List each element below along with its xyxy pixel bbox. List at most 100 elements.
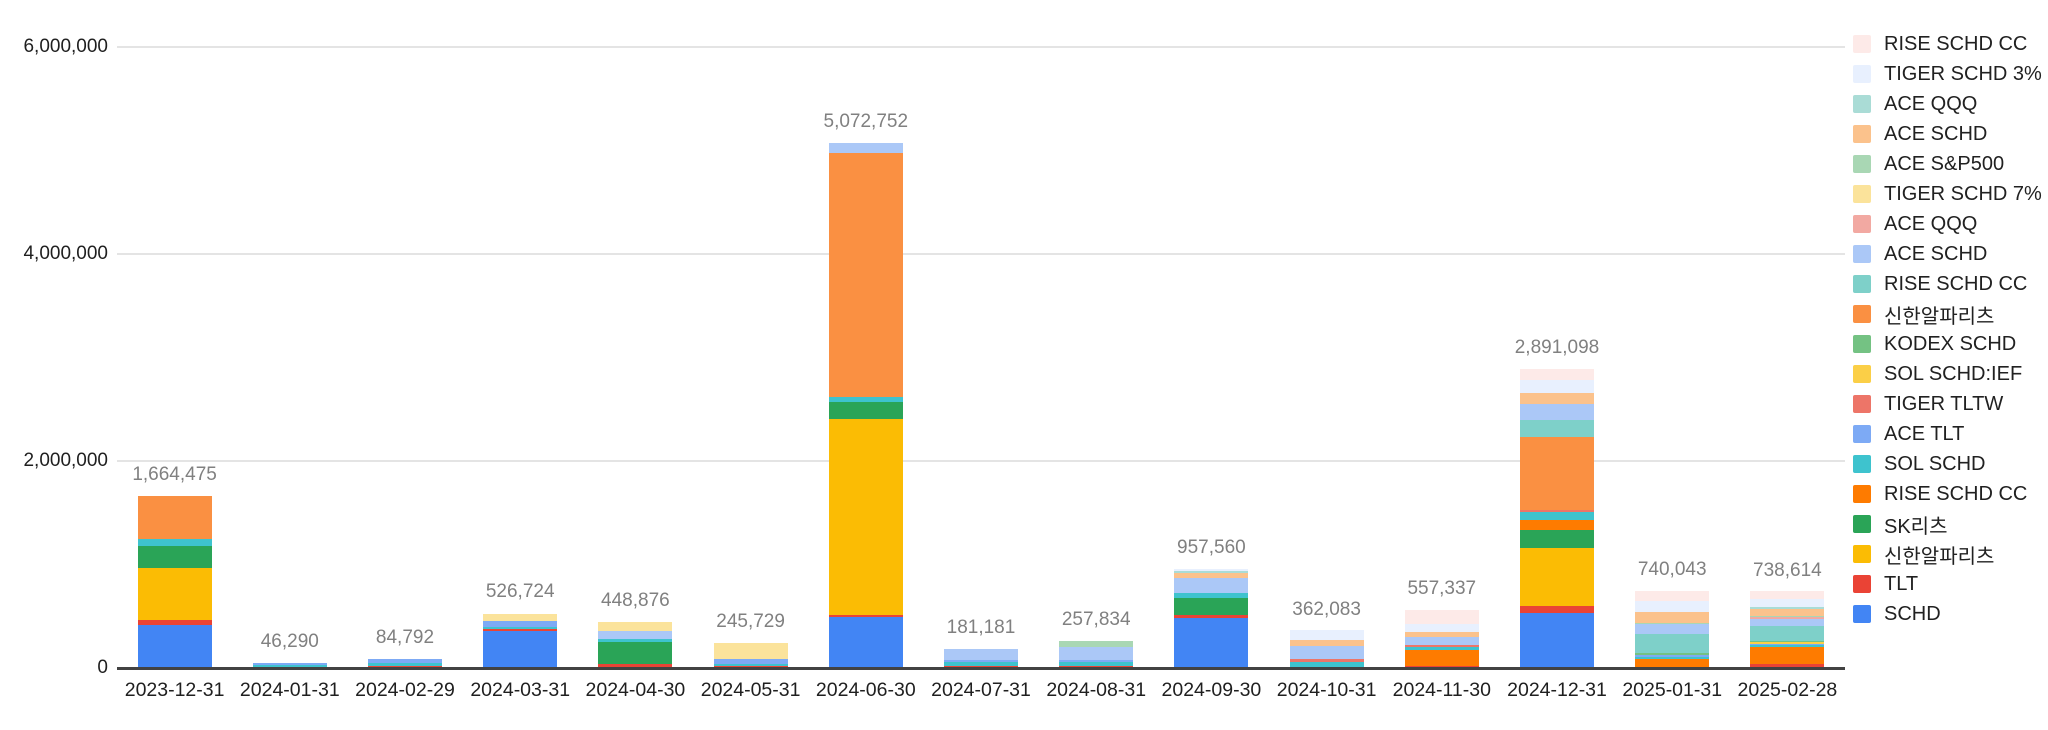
bar-segment[interactable]: [137, 545, 212, 568]
bar-segment[interactable]: [1174, 577, 1249, 594]
bar-segment[interactable]: [1635, 624, 1710, 634]
bar-segment[interactable]: [1404, 637, 1479, 646]
bar-segment[interactable]: [713, 658, 788, 665]
bar-segment[interactable]: [1750, 647, 1825, 664]
stacked-bar[interactable]: [1404, 610, 1479, 668]
bar-segment[interactable]: [1750, 617, 1825, 619]
bar-segment[interactable]: [1404, 623, 1479, 632]
bar-segment[interactable]: [1404, 645, 1479, 648]
legend-item[interactable]: RISE SCHD CC: [1853, 269, 2042, 299]
bar-segment[interactable]: [1750, 643, 1825, 646]
bar-segment[interactable]: [483, 627, 558, 629]
bar-segment[interactable]: [1519, 529, 1594, 548]
bar-segment[interactable]: [828, 615, 903, 618]
bar-segment[interactable]: [828, 617, 903, 668]
bar-segment[interactable]: [828, 152, 903, 398]
legend-item[interactable]: ACE TLT: [1853, 419, 2042, 449]
legend-item[interactable]: ACE S&P500: [1853, 149, 2042, 179]
bar-segment[interactable]: [1519, 393, 1594, 404]
bar-segment[interactable]: [1519, 519, 1594, 530]
bar-segment[interactable]: [1519, 379, 1594, 394]
bar-segment[interactable]: [1750, 640, 1825, 643]
bar-segment[interactable]: [1750, 663, 1825, 668]
bar-segment[interactable]: [1289, 639, 1364, 647]
bar-segment[interactable]: [828, 401, 903, 419]
bar-segment[interactable]: [1635, 656, 1710, 659]
bar-segment[interactable]: [1750, 645, 1825, 648]
bar-segment[interactable]: [828, 397, 903, 402]
bar-segment[interactable]: [1059, 659, 1134, 663]
legend-item[interactable]: SOL SCHD: [1853, 449, 2042, 479]
bar-segment[interactable]: [598, 664, 673, 668]
bar-segment[interactable]: [1750, 590, 1825, 599]
legend-item[interactable]: 신한알파리츠: [1853, 539, 2042, 569]
legend-item[interactable]: ACE SCHD: [1853, 119, 2042, 149]
bar-segment[interactable]: [252, 663, 327, 666]
bar-segment[interactable]: [137, 539, 212, 546]
bar-segment[interactable]: [713, 664, 788, 667]
bar-segment[interactable]: [1519, 436, 1594, 510]
bar-segment[interactable]: [598, 642, 673, 665]
bar-segment[interactable]: [1750, 642, 1825, 644]
bar-segment[interactable]: [1635, 622, 1710, 625]
bar-segment[interactable]: [1519, 368, 1594, 380]
bar-segment[interactable]: [1519, 509, 1594, 512]
legend-item[interactable]: RISE SCHD CC: [1853, 29, 2042, 59]
bar-segment[interactable]: [137, 495, 212, 540]
legend-item[interactable]: SCHD: [1853, 599, 2042, 629]
bar-segment[interactable]: [137, 624, 212, 668]
bar-segment[interactable]: [943, 662, 1018, 666]
bar-segment[interactable]: [1635, 612, 1710, 623]
bar-segment[interactable]: [367, 663, 442, 667]
bar-segment[interactable]: [137, 620, 212, 625]
bar-segment[interactable]: [1750, 615, 1825, 618]
stacked-bar[interactable]: [1059, 641, 1134, 668]
stacked-bar[interactable]: [713, 642, 788, 668]
legend-item[interactable]: KODEX SCHD: [1853, 329, 2042, 359]
legend-item[interactable]: SOL SCHD:IEF: [1853, 359, 2042, 389]
legend-item[interactable]: 신한알파리츠: [1853, 299, 2042, 329]
legend-item[interactable]: TIGER SCHD 7%: [1853, 179, 2042, 209]
bar-segment[interactable]: [1174, 615, 1249, 618]
bar-segment[interactable]: [1059, 662, 1134, 666]
bar-segment[interactable]: [943, 659, 1018, 663]
bar-segment[interactable]: [1750, 608, 1825, 616]
bar-segment[interactable]: [1635, 658, 1710, 668]
bar-segment[interactable]: [598, 631, 673, 640]
bar-segment[interactable]: [137, 567, 212, 621]
stacked-bar[interactable]: [828, 143, 903, 668]
legend-item[interactable]: SK리츠: [1853, 509, 2042, 539]
bar-segment[interactable]: [483, 621, 558, 628]
bar-segment[interactable]: [943, 665, 1018, 668]
bar-segment[interactable]: [1404, 631, 1479, 638]
bar-segment[interactable]: [1174, 593, 1249, 599]
stacked-bar[interactable]: [943, 649, 1018, 668]
legend-item[interactable]: ACE QQQ: [1853, 209, 2042, 239]
bar-segment[interactable]: [1174, 568, 1249, 572]
stacked-bar[interactable]: [137, 495, 212, 668]
bar-segment[interactable]: [1404, 610, 1479, 624]
bar-segment[interactable]: [1750, 618, 1825, 627]
bar-segment[interactable]: [828, 418, 903, 616]
stacked-bar[interactable]: [1519, 368, 1594, 668]
bar-segment[interactable]: [598, 621, 673, 632]
bar-segment[interactable]: [1174, 598, 1249, 616]
bar-segment[interactable]: [1404, 650, 1479, 667]
bar-segment[interactable]: [713, 642, 788, 659]
bar-segment[interactable]: [1635, 601, 1710, 613]
bar-segment[interactable]: [828, 143, 903, 153]
bar-segment[interactable]: [252, 665, 327, 668]
bar-segment[interactable]: [1059, 665, 1134, 668]
bar-segment[interactable]: [1289, 646, 1364, 660]
bar-segment[interactable]: [1635, 653, 1710, 656]
stacked-bar[interactable]: [252, 663, 327, 668]
legend-item[interactable]: TLT: [1853, 569, 2042, 599]
bar-segment[interactable]: [1059, 647, 1134, 660]
bar-segment[interactable]: [483, 613, 558, 622]
bar-segment[interactable]: [483, 628, 558, 631]
bar-segment[interactable]: [1519, 605, 1594, 614]
legend-item[interactable]: TIGER TLTW: [1853, 389, 2042, 419]
bar-segment[interactable]: [1289, 659, 1364, 662]
bar-segment[interactable]: [1059, 641, 1134, 648]
bar-segment[interactable]: [483, 630, 558, 668]
